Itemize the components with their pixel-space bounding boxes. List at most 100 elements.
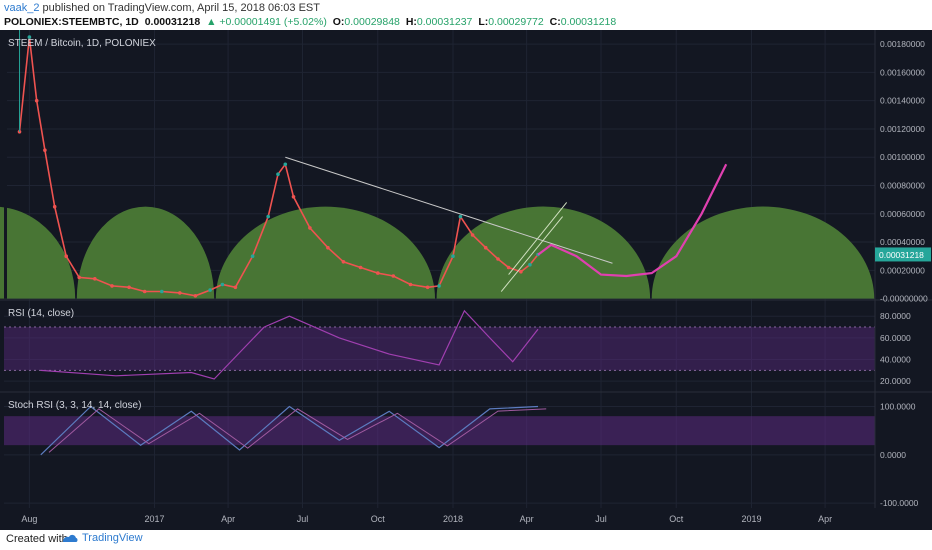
price-point [283,162,288,167]
open-value: 0.00029848 [344,16,400,28]
price-point [326,245,330,250]
arc-edge-mask [4,30,7,299]
arc-layer [0,30,875,299]
rsi-pane-title: RSI (14, close) [8,308,74,319]
price-point [341,260,346,264]
price-point [110,284,114,288]
price-point [408,282,413,287]
chart-area[interactable]: Aug 2017 Apr Jul Oct 2018 Apr Jul Oct 2019 Apr 0.00… [0,30,932,530]
price-point [34,98,39,103]
price-layer [17,30,540,298]
y-tick-label: 80.0000 [880,311,911,321]
price-point [291,195,296,199]
last-price-badge-label: 0.00031218 [879,250,924,260]
channel-line [508,202,568,275]
last-price-badge [875,247,931,262]
price-point [437,284,441,288]
price-point [266,214,271,219]
x-tick-label: 2018 [443,514,463,524]
y-tick-label: 0.00020000 [880,265,925,275]
price-point [483,245,488,250]
high-label: H: [405,16,417,28]
close-value: 0.00031218 [560,16,617,28]
open-label: O: [332,16,345,28]
stoch-layer [4,405,875,456]
y-tick-label: 0.00140000 [880,96,925,106]
price-point [470,233,475,237]
tradingview-logo-icon [63,534,78,542]
price-point [208,288,212,292]
cycle-arc [0,206,76,299]
cycle-arc [651,206,875,299]
price-point [358,265,363,270]
price-point [308,226,312,230]
price-point [160,289,164,294]
last-price: 0.00031218 [144,16,201,28]
x-tick-label: Oct [371,514,386,524]
stoch-k-line [40,405,539,456]
x-tick-label: Apr [818,514,832,524]
price-point [451,254,455,258]
symbol-label: POLONIEX:STEEMBTC, 1D [4,16,139,28]
price-point [178,291,182,295]
y-tick-label: 0.00100000 [880,152,925,162]
high-value: 0.00031237 [416,16,473,28]
x-tick-label: Jul [595,514,607,524]
stoch-pane-title: Stoch RSI (3, 3, 14, 14, close) [8,400,141,411]
symbol-line: POLONIEX:STEEMBTC, 1D 0.00031218 ▲ +0.00… [4,16,616,28]
price-point [496,257,500,261]
y-tick-label: 20.0000 [880,376,911,386]
rsi-line [40,309,539,380]
grid-layer [4,30,875,508]
price-point [519,269,523,274]
x-tick-label: Apr [221,514,235,524]
chart-header: vaak_2 published on TradingView.com, Apr… [0,0,932,30]
y-tick-label: -0.00000000 [880,294,928,304]
price-pane-title: STEEM / Bitcoin, 1D, POLONIEX [8,38,156,49]
y-tick-label: 0.00080000 [880,180,925,190]
price-point [27,35,32,39]
stoch-d-line [48,408,547,453]
author-link[interactable]: vaak_2 [4,2,40,14]
price-point [93,277,97,281]
label-layer: Aug 2017 Apr Jul Oct 2018 Apr Jul Oct 2019 Apr 0.00… [8,38,931,524]
low-value: 0.00029772 [488,16,544,28]
chart-svg[interactable]: Aug 2017 Apr Jul Oct 2018 Apr Jul Oct 2019 Apr 0.00… [0,30,932,530]
y-tick-label: 0.0000 [880,450,906,460]
price-point [193,294,198,298]
cycle-arc [76,206,215,299]
y-tick-label: 0.00040000 [880,237,925,247]
trend-line [285,156,613,264]
drawing-layer [285,156,728,292]
price-point [458,214,463,219]
price-point [233,285,238,290]
y-tick-label: 0.00120000 [880,124,925,134]
price-point [391,274,396,278]
projection-line [537,163,728,278]
channel-line [500,216,563,292]
y-tick-label: 0.00180000 [880,39,925,49]
y-tick-label: 60.0000 [880,333,911,343]
axes-layer [0,30,932,508]
price-point [17,130,22,134]
y-tick-label: 100.0000 [880,402,916,412]
publish-line: vaak_2 published on TradingView.com, Apr… [4,2,320,14]
price-point [425,285,430,290]
rsi-layer [4,309,875,380]
publish-info: published on TradingView.com, April 15, … [42,2,320,14]
price-point [77,275,81,280]
created-with-text: Created with [6,533,68,545]
tradingview-brand[interactable]: TradingView [62,532,143,544]
y-tick-label: 40.0000 [880,355,911,365]
price-point [64,254,68,258]
tradingview-brand-label: TradingView [82,532,143,544]
x-tick-label: 2017 [144,514,164,524]
price-point [276,172,280,176]
price-line [18,37,539,297]
y-tick-label: 0.00060000 [880,209,925,219]
price-point [43,148,47,152]
price-point [52,204,57,209]
price-point [142,289,147,294]
cycle-arc [215,206,435,299]
price-point [127,285,131,290]
